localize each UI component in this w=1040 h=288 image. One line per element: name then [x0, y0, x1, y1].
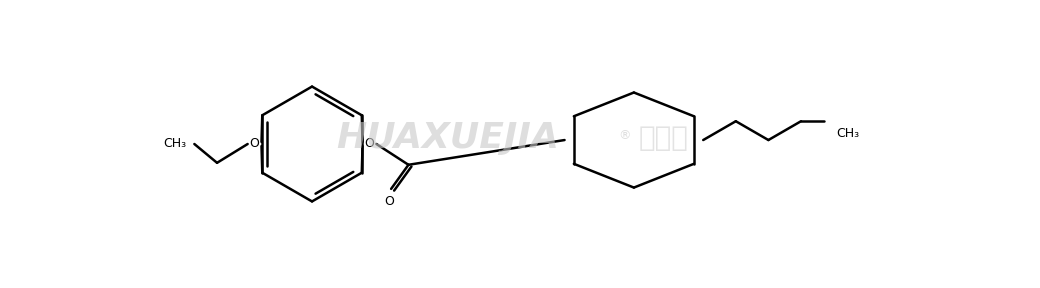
Text: 化学加: 化学加	[639, 124, 688, 152]
Text: ®: ®	[618, 129, 630, 142]
Text: HUAXUEJIA: HUAXUEJIA	[337, 121, 560, 155]
Text: O: O	[384, 195, 394, 208]
Text: CH₃: CH₃	[163, 137, 186, 151]
Text: O: O	[365, 137, 374, 151]
Text: CH₃: CH₃	[836, 127, 860, 140]
Text: O: O	[250, 137, 260, 151]
